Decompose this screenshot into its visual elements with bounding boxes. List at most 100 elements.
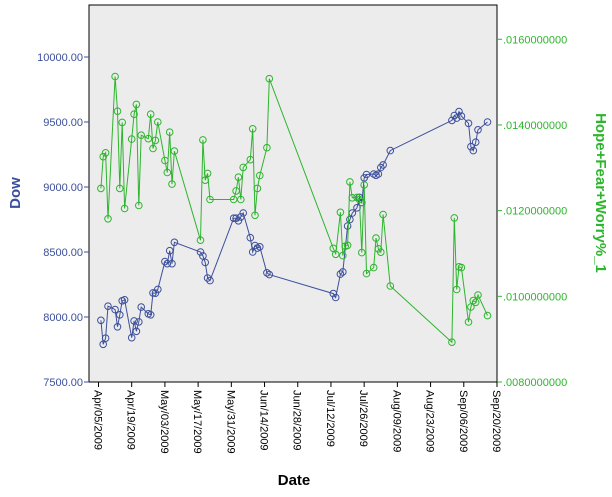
plot-area [88, 4, 498, 383]
series-line [100, 76, 488, 344]
data-point [161, 257, 169, 266]
data-point [146, 110, 155, 118]
data-point [346, 215, 354, 224]
data-point [386, 282, 395, 290]
data-point [104, 215, 112, 223]
data-point [127, 135, 136, 143]
data-point [353, 193, 361, 202]
data-point [457, 263, 466, 272]
data-point [448, 116, 456, 125]
data-point [343, 222, 352, 230]
data-point [346, 178, 354, 186]
data-point [135, 318, 143, 326]
data-point [331, 293, 340, 302]
data-point [127, 333, 136, 342]
data-point [118, 118, 126, 127]
data-point [120, 296, 129, 304]
x-tick-label: May/03/2009 [158, 390, 170, 454]
data-point [455, 107, 463, 116]
x-axis-title: Date [278, 472, 311, 489]
data-point [263, 143, 271, 152]
data-point [170, 238, 179, 247]
data-point [265, 74, 274, 83]
data-point [253, 184, 262, 193]
data-point [467, 142, 475, 151]
data-point [130, 110, 138, 118]
x-tick-label: Aug/23/2009 [424, 390, 436, 452]
x-tick-label: May/31/2009 [224, 390, 236, 454]
data-point [99, 152, 107, 161]
data-point [203, 274, 212, 282]
data-point [248, 125, 257, 133]
data-point [464, 119, 473, 128]
left-tick-label: 8500.00 [43, 247, 83, 259]
data-point [168, 259, 176, 268]
x-tick-label: Apr/19/2009 [125, 390, 137, 450]
data-point [199, 252, 207, 260]
data-point [97, 316, 105, 325]
data-point [239, 209, 247, 217]
data-point [469, 296, 478, 305]
data-point [256, 243, 264, 251]
data-point [265, 270, 274, 279]
data-point [229, 195, 238, 204]
x-tick-label: Apr/05/2009 [91, 390, 103, 450]
data-point [206, 195, 214, 204]
data-point [201, 258, 209, 267]
data-point [251, 211, 259, 220]
data-point [246, 155, 255, 164]
right-tick-label: .0140000000 [503, 120, 567, 132]
data-point [471, 138, 480, 146]
x-axis-ticks: Apr/05/2009 Apr/19/2009 May/03/2009 May/17/… [91, 382, 502, 454]
data-point [377, 163, 385, 172]
right-tick-label: .0120000000 [503, 206, 567, 218]
data-point [199, 136, 207, 144]
data-point [137, 303, 145, 311]
data-point [237, 213, 245, 221]
x-tick-label: Jun/14/2009 [258, 390, 270, 451]
data-point [101, 334, 110, 343]
data-point [132, 100, 141, 109]
data-point [450, 214, 459, 222]
left-tick-label: 9500.00 [43, 117, 83, 129]
data-point [457, 112, 466, 120]
data-point [151, 136, 160, 145]
data-point [355, 195, 364, 204]
data-point [256, 171, 264, 180]
left-axis-ticks: 7500.00 8000.00 8500.00 9000.00 9500.00 10000… [37, 52, 89, 389]
x-tick-label: Sep/06/2009 [457, 390, 469, 452]
x-tick-label: Aug/09/2009 [390, 390, 402, 452]
data-point [201, 176, 209, 184]
data-point [343, 241, 352, 250]
data-point [339, 251, 347, 260]
data-point [203, 169, 212, 178]
data-point [358, 248, 366, 257]
data-point [251, 241, 259, 250]
right-tick-label: .0080000000 [503, 377, 567, 389]
left-tick-label: 9000.00 [43, 182, 83, 194]
data-point [377, 248, 385, 256]
data-point [234, 217, 243, 225]
data-point [232, 214, 240, 222]
data-point [452, 285, 461, 294]
data-point [362, 269, 371, 278]
data-point [336, 208, 345, 217]
data-point [113, 107, 122, 115]
data-point [135, 201, 143, 210]
data-point [448, 338, 456, 347]
data-point [161, 156, 169, 165]
data-point [339, 268, 347, 276]
data-point [104, 302, 112, 311]
data-point [386, 146, 395, 155]
right-tick-label: .0100000000 [503, 291, 567, 303]
left-tick-label: 7500.00 [43, 377, 83, 389]
data-point [246, 233, 255, 242]
data-point [151, 289, 160, 298]
data-point [111, 305, 119, 314]
data-point [469, 146, 478, 155]
data-point [101, 149, 110, 157]
left-axis-title: Dow [7, 177, 24, 209]
data-point [467, 303, 475, 311]
data-point [450, 111, 459, 120]
